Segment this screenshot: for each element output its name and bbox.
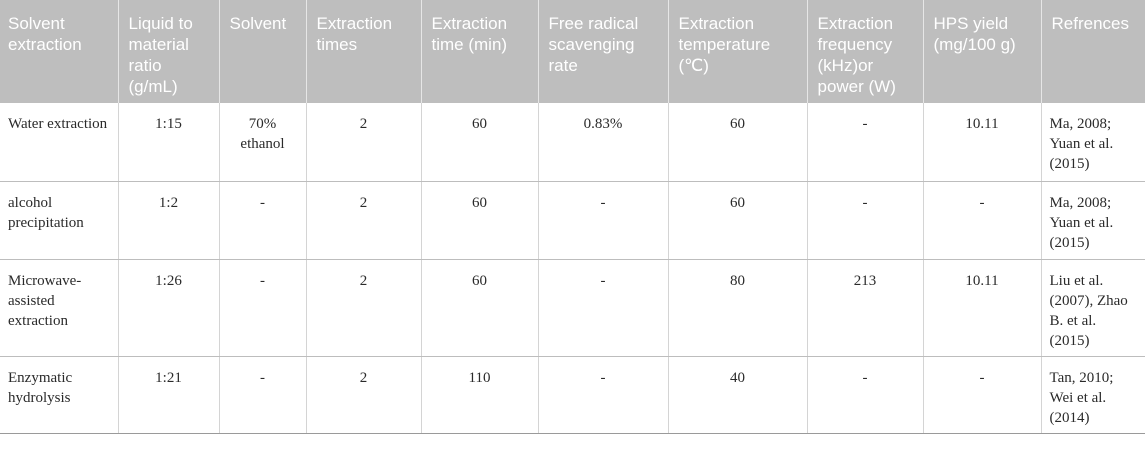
cell-reference: Ma, 2008; Yuan et al. (2015) — [1041, 103, 1145, 182]
header-liquid-material-ratio: Liquid to material ratio (g/mL) — [118, 0, 220, 103]
header-extraction-time: Extraction time (min) — [421, 0, 539, 103]
cell-solvent: - — [219, 356, 307, 434]
cell-yield: - — [923, 181, 1042, 260]
cell-time-min: 60 — [421, 259, 539, 357]
cell-temperature: 60 — [668, 181, 808, 260]
cell-method: Microwave-assisted extraction — [0, 259, 119, 357]
cell-scavenging-rate: - — [538, 181, 669, 260]
table-row: Water extraction 1:15 70% ethanol 2 60 0… — [0, 103, 1145, 182]
header-hps-yield: HPS yield (mg/100 g) — [923, 0, 1042, 103]
cell-times: 2 — [306, 356, 422, 434]
cell-solvent: 70% ethanol — [219, 103, 307, 182]
cell-temperature: 60 — [668, 103, 808, 182]
cell-scavenging-rate: - — [538, 259, 669, 357]
cell-method: Enzymatic hydrolysis — [0, 356, 119, 434]
cell-yield: - — [923, 356, 1042, 434]
extraction-methods-table: Solvent extraction Liquid to material ra… — [0, 0, 1145, 434]
cell-reference: Ma, 2008; Yuan et al. (2015) — [1041, 181, 1145, 260]
header-references: Refrences — [1041, 0, 1145, 103]
header-extraction-frequency-power: Extraction frequency (kHz)or power (W) — [807, 0, 924, 103]
cell-times: 2 — [306, 259, 422, 357]
header-solvent-extraction: Solvent extraction — [0, 0, 119, 103]
cell-frequency-power: - — [807, 356, 924, 434]
cell-scavenging-rate: 0.83% — [538, 103, 669, 182]
cell-times: 2 — [306, 103, 422, 182]
cell-yield: 10.11 — [923, 259, 1042, 357]
header-row: Solvent extraction Liquid to material ra… — [0, 0, 1145, 103]
table-row: alcohol precipitation 1:2 - 2 60 - 60 - … — [0, 181, 1145, 260]
cell-yield: 10.11 — [923, 103, 1042, 182]
cell-ratio: 1:15 — [118, 103, 220, 182]
cell-reference: Liu et al. (2007), Zhao B. et al. (2015) — [1041, 259, 1145, 357]
cell-ratio: 1:26 — [118, 259, 220, 357]
cell-ratio: 1:2 — [118, 181, 220, 260]
header-free-radical-scavenging-rate: Free radical scavenging rate — [538, 0, 669, 103]
cell-frequency-power: - — [807, 103, 924, 182]
cell-solvent: - — [219, 181, 307, 260]
cell-method: alcohol precipitation — [0, 181, 119, 260]
cell-solvent: - — [219, 259, 307, 357]
cell-times: 2 — [306, 181, 422, 260]
cell-ratio: 1:21 — [118, 356, 220, 434]
cell-temperature: 40 — [668, 356, 808, 434]
table-row: Enzymatic hydrolysis 1:21 - 2 110 - 40 -… — [0, 356, 1145, 434]
cell-scavenging-rate: - — [538, 356, 669, 434]
cell-reference: Tan, 2010; Wei et al. (2014) — [1041, 356, 1145, 434]
header-solvent: Solvent — [219, 0, 307, 103]
cell-frequency-power: 213 — [807, 259, 924, 357]
cell-frequency-power: - — [807, 181, 924, 260]
header-extraction-temperature: Extraction temperature (℃) — [668, 0, 808, 103]
cell-time-min: 60 — [421, 181, 539, 260]
cell-time-min: 60 — [421, 103, 539, 182]
cell-method: Water extraction — [0, 103, 119, 182]
table-row: Microwave-assisted extraction 1:26 - 2 6… — [0, 259, 1145, 357]
header-extraction-times: Extraction times — [306, 0, 422, 103]
cell-temperature: 80 — [668, 259, 808, 357]
cell-time-min: 110 — [421, 356, 539, 434]
